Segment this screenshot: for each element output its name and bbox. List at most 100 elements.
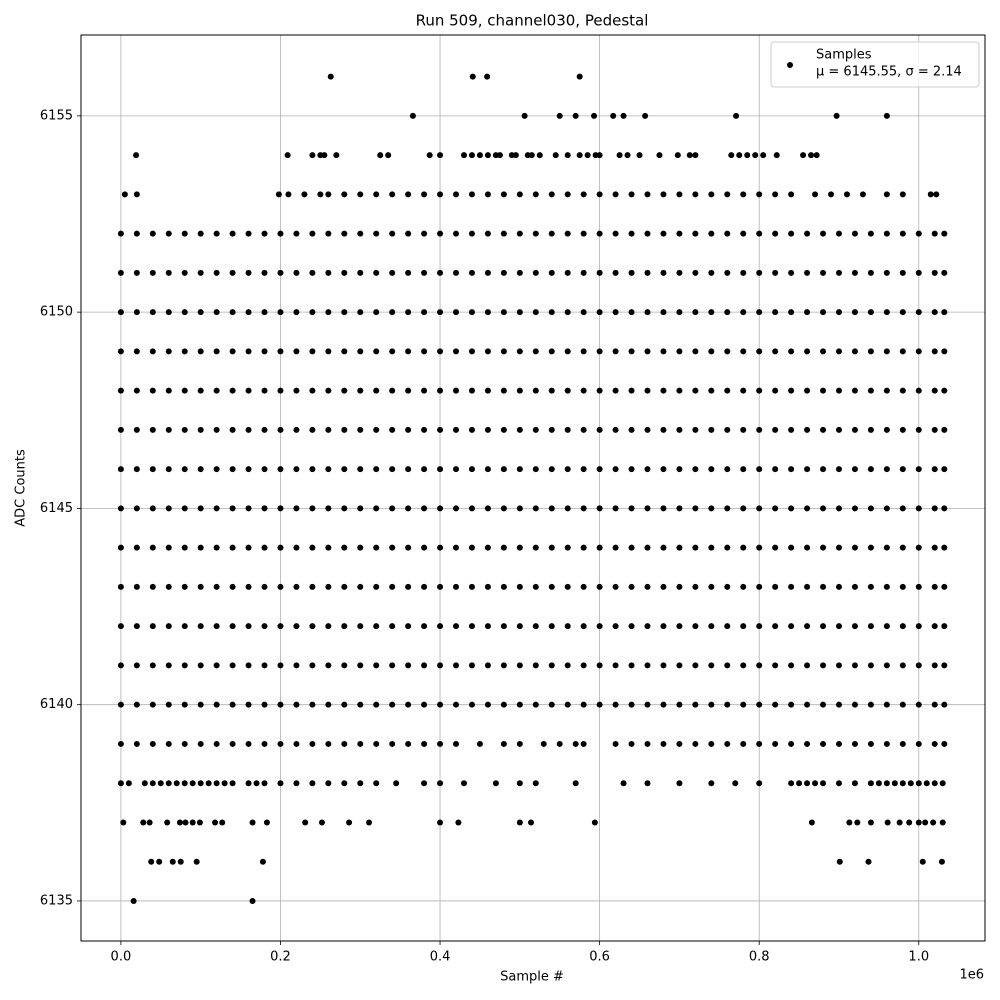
point — [836, 858, 843, 865]
point — [213, 583, 220, 590]
point — [149, 662, 156, 669]
point — [453, 662, 460, 669]
point — [389, 309, 396, 316]
point — [788, 348, 795, 355]
point — [309, 348, 316, 355]
point — [261, 387, 268, 394]
point — [843, 191, 850, 198]
point — [752, 152, 759, 159]
point — [740, 309, 747, 316]
point — [915, 780, 922, 787]
point — [249, 897, 256, 904]
point — [915, 230, 922, 237]
point — [197, 348, 204, 355]
point — [788, 583, 795, 590]
point — [756, 348, 763, 355]
point — [357, 269, 364, 276]
point — [867, 544, 874, 551]
point — [899, 583, 906, 590]
y-tick-label: 6135 — [40, 893, 73, 908]
point — [229, 426, 236, 433]
point — [389, 505, 396, 512]
point — [213, 466, 220, 473]
point — [117, 348, 124, 355]
point — [580, 191, 587, 198]
point — [676, 309, 683, 316]
point — [117, 387, 124, 394]
point — [692, 701, 699, 708]
point — [851, 780, 858, 787]
point — [941, 544, 948, 551]
point — [835, 387, 842, 394]
point — [453, 309, 460, 316]
point — [788, 740, 795, 747]
point — [740, 426, 747, 433]
point — [500, 191, 507, 198]
point — [516, 780, 523, 787]
point — [938, 858, 945, 865]
point — [149, 348, 156, 355]
point — [692, 740, 699, 747]
point — [628, 701, 635, 708]
point — [931, 466, 938, 473]
x-tick-label: 0.0 — [111, 950, 132, 965]
point — [325, 191, 332, 198]
point — [197, 623, 204, 630]
point — [149, 505, 156, 512]
point — [642, 112, 649, 119]
point — [213, 348, 220, 355]
y-tick-label: 6140 — [40, 697, 73, 712]
point — [580, 583, 587, 590]
point — [277, 701, 284, 708]
point — [484, 269, 491, 276]
point — [341, 309, 348, 316]
point — [213, 426, 220, 433]
legend-stats: μ = 6145.55, σ = 2.14 — [816, 65, 962, 80]
point — [219, 819, 226, 826]
point — [516, 819, 523, 826]
point — [133, 740, 140, 747]
point — [804, 583, 811, 590]
point — [373, 623, 380, 630]
point — [676, 623, 683, 630]
point — [796, 780, 803, 787]
point — [309, 230, 316, 237]
point — [676, 426, 683, 433]
point — [189, 819, 196, 826]
point — [512, 152, 519, 159]
point — [197, 701, 204, 708]
point — [941, 623, 948, 630]
point — [572, 740, 579, 747]
point — [453, 426, 460, 433]
point — [922, 819, 929, 826]
point — [883, 269, 890, 276]
point — [854, 819, 861, 826]
point — [915, 544, 922, 551]
point — [373, 662, 380, 669]
point — [660, 348, 667, 355]
point — [516, 544, 523, 551]
point — [205, 780, 212, 787]
point — [756, 623, 763, 630]
point — [788, 426, 795, 433]
point — [341, 780, 348, 787]
point — [596, 544, 603, 551]
point — [628, 544, 635, 551]
point — [931, 583, 938, 590]
point — [933, 191, 940, 198]
point — [117, 505, 124, 512]
point — [468, 426, 475, 433]
point — [564, 348, 571, 355]
point — [931, 544, 938, 551]
point — [121, 191, 128, 198]
point — [536, 152, 543, 159]
point — [229, 348, 236, 355]
point — [820, 309, 827, 316]
point — [484, 230, 491, 237]
point — [851, 623, 858, 630]
point — [500, 701, 507, 708]
point — [867, 780, 874, 787]
point — [548, 662, 555, 669]
point — [548, 466, 555, 473]
point — [740, 583, 747, 590]
